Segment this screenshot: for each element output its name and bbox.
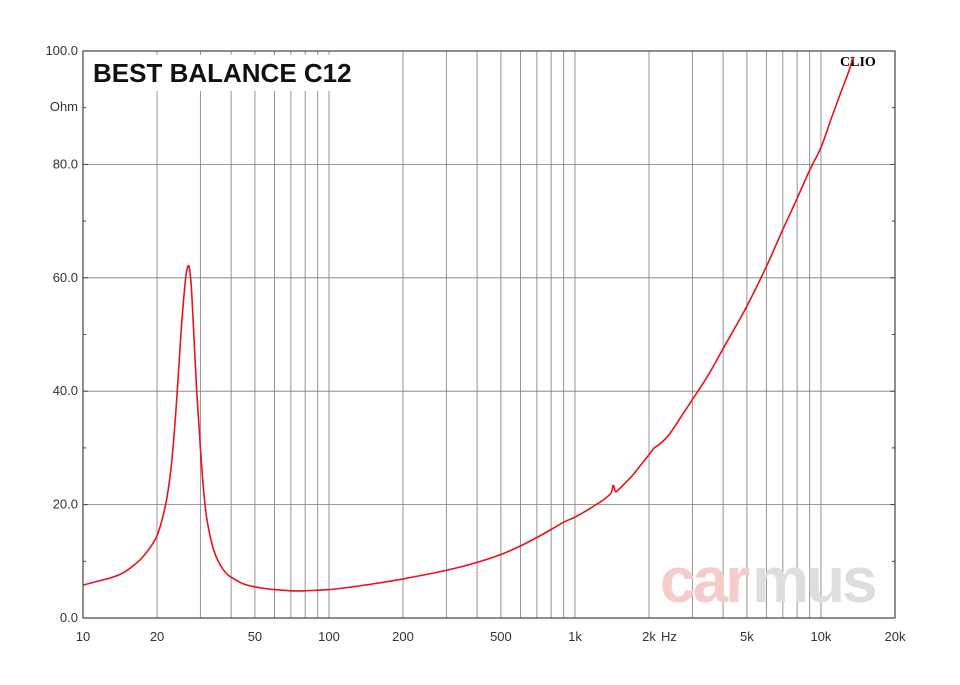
x-tick-label: 10	[76, 629, 90, 644]
chart-title: BEST BALANCE C12	[93, 58, 352, 88]
series-layer	[82, 56, 854, 592]
title-backdrop	[89, 55, 361, 91]
y-tick-label: 20.0	[53, 497, 78, 512]
y-tick-labels: 0.0 20.0 40.0 60.0 80.0 100.0	[45, 43, 78, 625]
watermark-car: car	[660, 544, 749, 616]
impedance-curve	[82, 56, 854, 592]
clio-badge: CLIO	[840, 55, 876, 70]
x-tick-label: 1k	[568, 629, 582, 644]
frame-tick-marks	[83, 50, 895, 619]
watermark-mus: mus	[752, 544, 875, 616]
y-tick-label: 60.0	[53, 270, 78, 285]
y-tick-label: 40.0	[53, 383, 78, 398]
x-tick-label: 50	[248, 629, 262, 644]
x-tick-label: 200	[392, 629, 414, 644]
x-tick-label: 500	[490, 629, 512, 644]
y-tick-label: 0.0	[60, 610, 78, 625]
x-tick-label: 5k	[740, 629, 754, 644]
y-tick-label: 100.0	[45, 43, 78, 58]
x-unit-label: Hz	[661, 629, 677, 644]
x-tick-label: 20	[150, 629, 164, 644]
y-unit-label: Ohm	[50, 99, 78, 114]
x-tick-label: 20k	[885, 629, 906, 644]
x-tick-labels: 10 20 50 100 200 500 1k 2k 5k 10k 20k	[76, 629, 906, 644]
x-tick-label: 100	[318, 629, 340, 644]
y-tick-label: 80.0	[53, 156, 78, 171]
x-tick-label: 10k	[810, 629, 831, 644]
grid-lines	[83, 51, 895, 618]
x-tick-label: 2k	[642, 629, 656, 644]
plot-background	[83, 51, 895, 618]
